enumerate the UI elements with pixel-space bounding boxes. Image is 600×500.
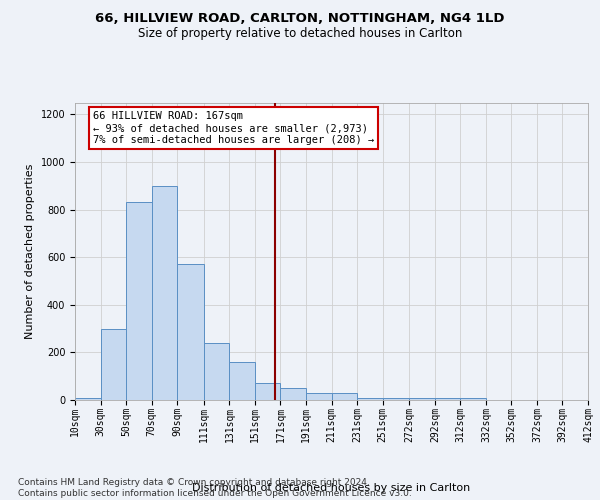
Y-axis label: Number of detached properties: Number of detached properties: [25, 164, 35, 339]
Bar: [331, 393, 357, 400]
Text: 66 HILLVIEW ROAD: 167sqm
← 93% of detached houses are smaller (2,973)
7% of semi: 66 HILLVIEW ROAD: 167sqm ← 93% of detach…: [93, 112, 374, 144]
Bar: [306, 393, 331, 400]
Bar: [280, 388, 306, 400]
Bar: [460, 398, 486, 400]
Bar: [204, 343, 229, 400]
X-axis label: Distribution of detached houses by size in Carlton: Distribution of detached houses by size …: [193, 483, 470, 493]
Text: Size of property relative to detached houses in Carlton: Size of property relative to detached ho…: [138, 28, 462, 40]
Bar: [383, 398, 409, 400]
Bar: [357, 398, 383, 400]
Bar: [75, 398, 101, 400]
Text: 66, HILLVIEW ROAD, CARLTON, NOTTINGHAM, NG4 1LD: 66, HILLVIEW ROAD, CARLTON, NOTTINGHAM, …: [95, 12, 505, 26]
Bar: [409, 398, 435, 400]
Bar: [126, 202, 152, 400]
Bar: [229, 362, 255, 400]
Text: Contains HM Land Registry data © Crown copyright and database right 2024.
Contai: Contains HM Land Registry data © Crown c…: [18, 478, 412, 498]
Bar: [177, 264, 204, 400]
Bar: [152, 186, 177, 400]
Bar: [255, 384, 280, 400]
Bar: [435, 398, 460, 400]
Bar: [101, 328, 126, 400]
